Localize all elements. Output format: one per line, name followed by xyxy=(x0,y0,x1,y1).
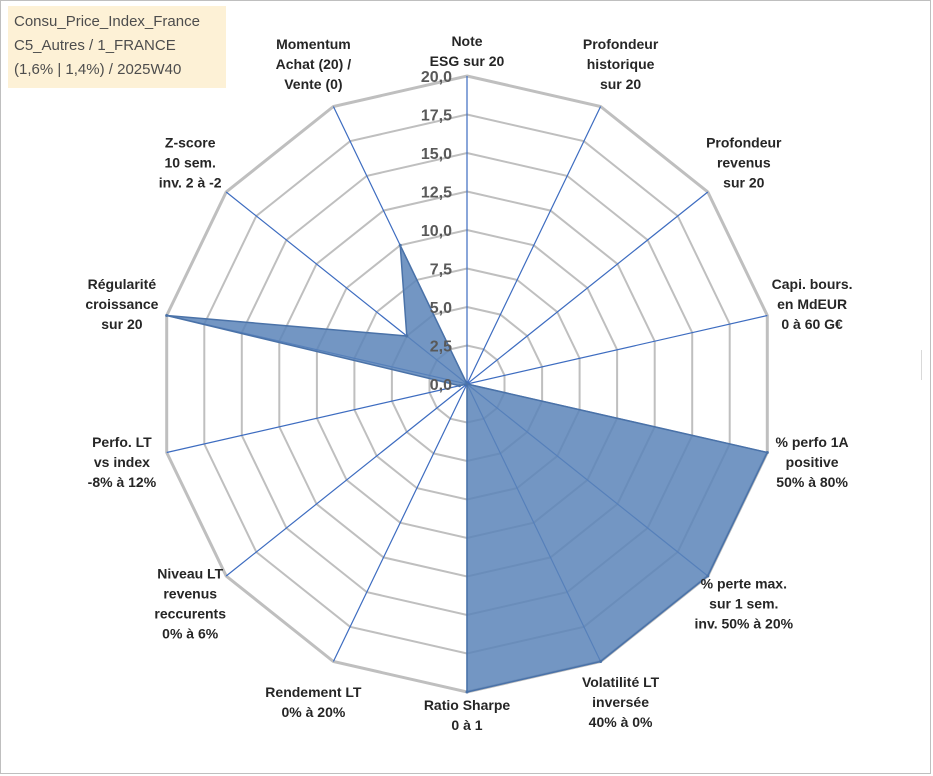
series-point xyxy=(405,334,409,338)
series-point xyxy=(465,690,469,694)
axis-label-line: en MdEUR xyxy=(777,296,847,312)
axis-label-line: Note xyxy=(451,33,482,49)
series-point xyxy=(465,382,469,386)
axis-label-line: historique xyxy=(587,56,655,72)
series-point xyxy=(765,451,769,454)
tick-label: 12,5 xyxy=(421,185,452,202)
axis-label-line: positive xyxy=(786,454,839,470)
radar-spoke xyxy=(466,314,768,385)
info-box: Consu_Price_Index_France C5_Autres / 1_F… xyxy=(8,6,226,88)
radar-axis-labels: Note ESG sur 20 Profondeur historique sur 20… xyxy=(85,33,852,733)
axis-label-line: sur 20 xyxy=(723,174,764,190)
axis-label-line: Régularité xyxy=(88,276,157,292)
axis-label: Momentum Achat (20) / Vente (0) xyxy=(276,36,352,92)
axis-label-line: Volatilité LT xyxy=(582,674,660,690)
axis-label-line: 0 à 60 G€ xyxy=(781,316,843,332)
axis-label-line: revenus xyxy=(717,154,771,170)
axis-label-line: Achat (20) / xyxy=(276,56,352,72)
axis-label-line: ESG sur 20 xyxy=(430,53,505,69)
axis-label-line: -8% à 12% xyxy=(88,474,157,490)
tick-label: 20,0 xyxy=(421,69,452,86)
radar-spoke xyxy=(466,106,602,385)
axis-label-line: Z-score xyxy=(165,134,216,150)
tick-label: 17,5 xyxy=(421,108,452,125)
radar-tick-labels: 0,0 2,5 5,0 7,5 10,0 12,5 15,0 17,5 20,0 xyxy=(421,69,452,394)
axis-label-line: inversée xyxy=(592,694,649,710)
info-line-2: C5_Autres / 1_FRANCE xyxy=(14,37,176,54)
axis-label-line: sur 20 xyxy=(101,316,142,332)
axis-label-line: sur 20 xyxy=(600,76,641,92)
series-point xyxy=(165,314,169,317)
axis-label-line: 40% à 0% xyxy=(589,714,653,730)
tick-label: 2,5 xyxy=(430,339,452,356)
axis-label: Ratio Sharpe 0 à 1 xyxy=(424,697,511,733)
radar-spoke xyxy=(466,191,709,385)
axis-label-line: % perfo 1A xyxy=(776,434,849,450)
axis-label-line: 0 à 1 xyxy=(451,717,482,733)
axis-label-line: reccurents xyxy=(154,606,226,622)
scroll-edge xyxy=(921,350,928,380)
series-point xyxy=(458,384,461,388)
axis-label-line: % perte max. xyxy=(701,576,787,592)
info-line-1: Consu_Price_Index_France xyxy=(14,13,200,30)
tick-label: 15,0 xyxy=(421,146,452,163)
radar-spoke xyxy=(332,383,468,662)
tick-label: 7,5 xyxy=(430,262,452,279)
radar-series xyxy=(165,243,769,694)
tick-label: 10,0 xyxy=(421,223,452,240)
axis-label-line: Niveau LT xyxy=(157,566,223,582)
axis-label: Profondeur historique sur 20 xyxy=(583,36,659,92)
axis-label-line: croissance xyxy=(85,296,158,312)
axis-label-line: Profondeur xyxy=(583,36,659,52)
axis-label-line: Capi. bours. xyxy=(772,276,853,292)
axis-label-line: Perfo. LT xyxy=(92,434,152,450)
axis-label-line: 50% à 80% xyxy=(776,474,848,490)
axis-label-line: sur 1 sem. xyxy=(709,596,778,612)
axis-label-line: 0% à 20% xyxy=(281,704,345,720)
axis-label: Profondeur revenus sur 20 xyxy=(706,134,782,190)
axis-label: Rendement LT 0% à 20% xyxy=(265,684,362,720)
axis-label: Niveau LT revenus reccurents 0% à 6% xyxy=(154,566,226,642)
series-point xyxy=(398,243,402,247)
radar-spoke xyxy=(225,383,468,577)
series-point xyxy=(706,574,710,578)
axis-label-line: revenus xyxy=(163,586,217,602)
axis-label: Volatilité LT inversée 40% à 0% xyxy=(582,674,660,730)
axis-label-line: Ratio Sharpe xyxy=(424,697,511,713)
tick-label: 0,0 xyxy=(430,377,452,394)
info-line-3: (1,6% | 1,4%) / 2025W40 xyxy=(14,61,182,78)
axis-label: Perfo. LT vs index -8% à 12% xyxy=(88,434,157,490)
axis-label: % perfo 1A positive 50% à 80% xyxy=(776,434,849,490)
axis-label: Régularité croissance sur 20 xyxy=(85,276,158,332)
axis-label-line: Momentum xyxy=(276,36,351,52)
axis-label-line: Profondeur xyxy=(706,134,782,150)
axis-label-line: vs index xyxy=(94,454,150,470)
axis-label: Note ESG sur 20 xyxy=(430,33,505,69)
axis-label: % perte max. sur 1 sem. inv. 50% à 20% xyxy=(695,576,794,632)
radar-spoke xyxy=(166,383,468,454)
axis-label-line: 10 sem. xyxy=(165,154,216,170)
tick-label: 5,0 xyxy=(430,300,452,317)
series-point xyxy=(599,660,603,663)
axis-label-line: inv. 50% à 20% xyxy=(695,616,794,632)
axis-label-line: 0% à 6% xyxy=(162,626,219,642)
axis-label: Z-score 10 sem. inv. 2 à -2 xyxy=(159,134,222,190)
axis-label: Capi. bours. en MdEUR 0 à 60 G€ xyxy=(772,276,853,332)
axis-label-line: inv. 2 à -2 xyxy=(159,174,222,190)
axis-label-line: Vente (0) xyxy=(284,76,342,92)
axis-label-line: Rendement LT xyxy=(265,684,362,700)
